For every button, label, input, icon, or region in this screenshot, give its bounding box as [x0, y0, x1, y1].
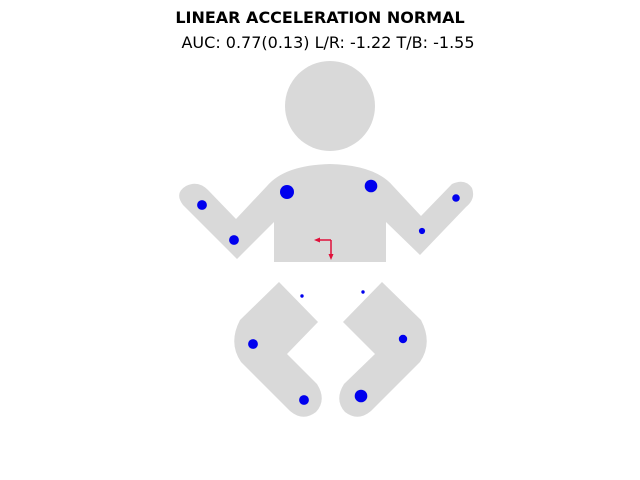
sensor-right-hip	[361, 290, 365, 294]
infant-silhouette	[179, 61, 474, 417]
left-right-arrowhead	[314, 237, 320, 243]
right-leg-shape	[339, 282, 427, 417]
left-leg-shape	[234, 282, 322, 417]
sensor-left-hand	[197, 200, 207, 210]
torso-arms-shape	[179, 164, 474, 262]
sensor-left-knee	[248, 339, 258, 349]
direction-arrows	[314, 237, 334, 260]
head-shape	[285, 61, 375, 151]
sensor-left-foot	[299, 395, 309, 405]
sensor-left-shoulder	[280, 185, 294, 199]
sensor-right-forearm	[418, 227, 426, 235]
sensor-right-foot	[354, 389, 368, 403]
sensor-left-hip	[300, 294, 304, 298]
chart-title: LINEAR ACCELERATION NORMAL	[175, 8, 465, 27]
top-bottom-arrowhead	[328, 254, 334, 260]
sensor-right-knee	[398, 334, 408, 344]
sensor-right-shoulder	[364, 179, 378, 193]
sensor-left-forearm	[229, 235, 239, 245]
chart-subtitle: AUC: 0.77(0.13) L/R: -1.22 T/B: -1.55	[181, 33, 475, 52]
sensor-right-hand	[452, 194, 460, 202]
